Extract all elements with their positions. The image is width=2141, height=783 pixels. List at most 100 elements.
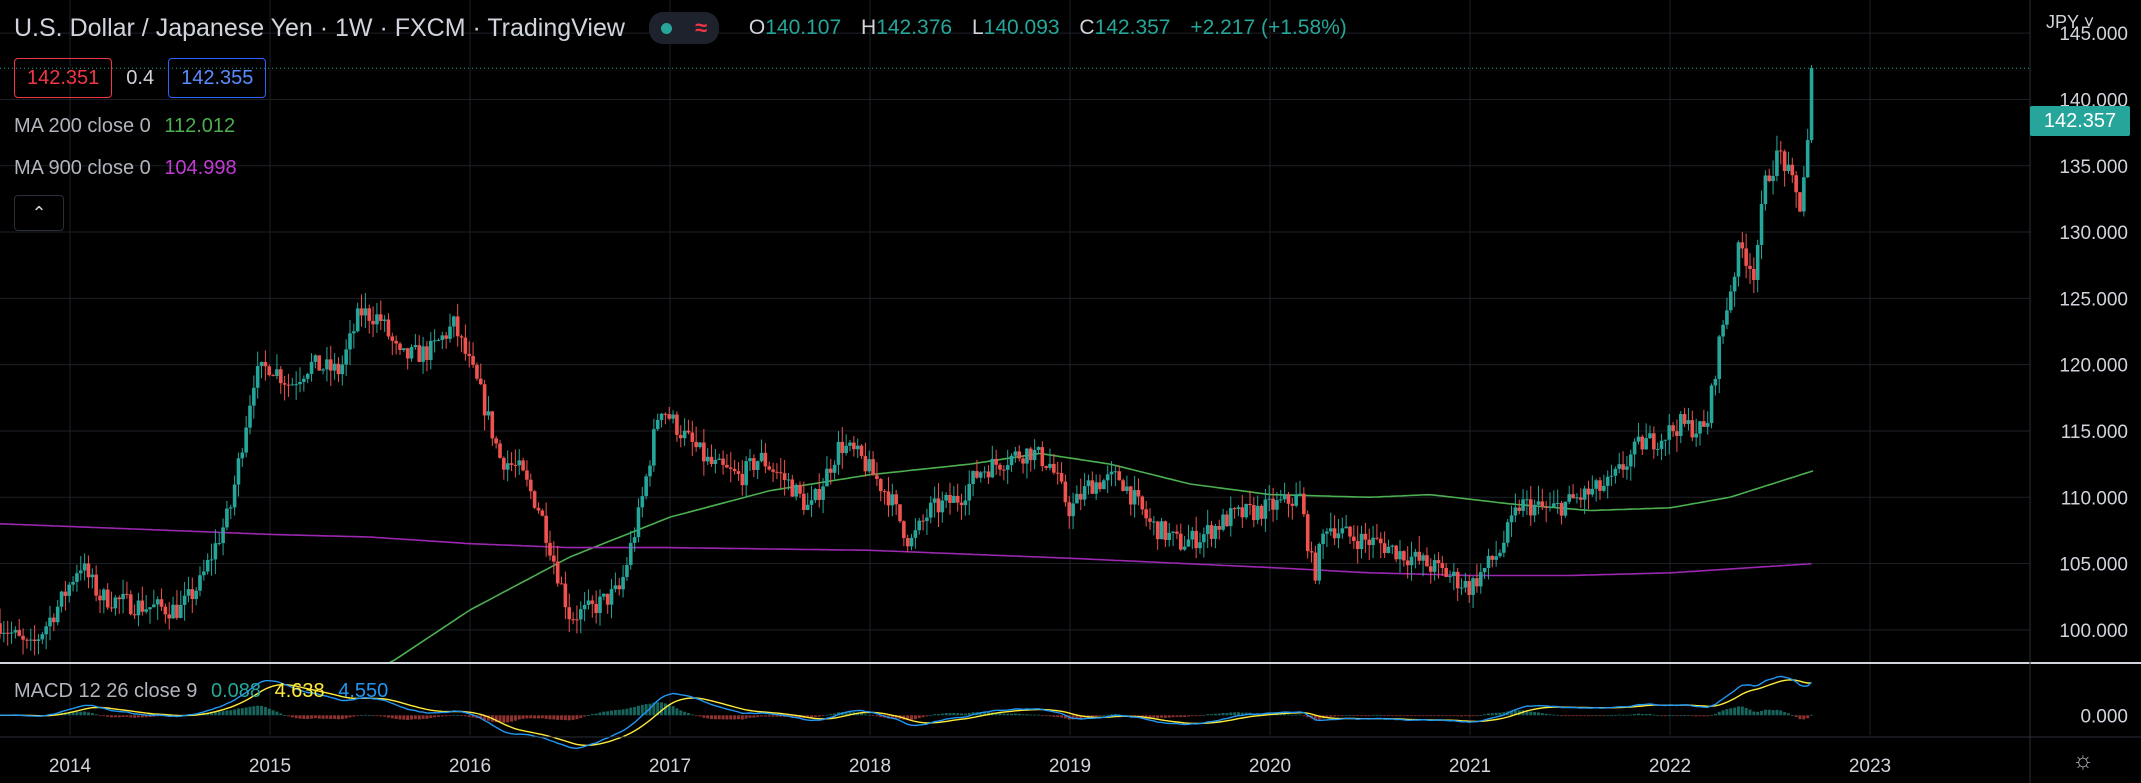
macd-histogram-bar	[1398, 715, 1402, 717]
candle-body	[1336, 533, 1341, 539]
macd-histogram-bar	[633, 706, 637, 716]
macd-histogram-bar	[1621, 714, 1625, 716]
macd-histogram-bar	[1529, 711, 1533, 716]
candle-body	[1521, 499, 1525, 511]
candle-body	[1071, 503, 1075, 517]
macd-histogram-bar	[1040, 715, 1044, 717]
macd-histogram-bar	[386, 715, 390, 718]
candle-body	[1498, 552, 1502, 557]
candle-body	[725, 464, 729, 468]
macd-histogram-bar	[321, 715, 325, 719]
macd-histogram-bar	[1217, 713, 1221, 716]
macd-histogram-bar	[1456, 715, 1460, 717]
candle-body	[1371, 537, 1375, 546]
macd-histogram-bar	[125, 715, 129, 717]
ma200-legend[interactable]: MA 200 close 0 112.012	[14, 115, 236, 137]
candle-body	[478, 378, 483, 385]
candle-body	[1290, 503, 1295, 506]
candle-body	[794, 484, 798, 497]
macd-histogram-bar	[1540, 713, 1544, 716]
macd-histogram-bar	[356, 715, 360, 717]
collapse-legend-button[interactable]: ⌃	[14, 195, 64, 231]
macd-histogram-bar	[1075, 715, 1079, 719]
macd-histogram-bar	[494, 715, 498, 723]
candle-body	[394, 340, 398, 344]
candle-body	[782, 473, 787, 481]
macd-histogram-bar	[1483, 714, 1487, 716]
macd-histogram-bar	[1660, 715, 1664, 717]
candle-body	[5, 632, 10, 634]
candle-body	[963, 500, 968, 506]
candle-body	[755, 461, 760, 470]
macd-histogram-bar	[252, 706, 256, 716]
candle-body	[532, 491, 537, 508]
macd-legend[interactable]: MACD 12 26 close 9 0.088 4.638 4.550	[14, 680, 389, 702]
candle-body	[1575, 497, 1579, 499]
candle-body	[259, 361, 264, 367]
macd-histogram-bar	[1375, 715, 1379, 716]
candle-body	[709, 456, 714, 465]
macd-histogram-bar	[513, 715, 517, 721]
candle-body	[1617, 464, 1622, 469]
candle-body	[86, 563, 91, 578]
symbol-title[interactable]: U.S. Dollar / Japanese Yen · 1W · FXCM ·…	[14, 13, 625, 42]
settings-gear-icon[interactable]: ☼	[2072, 747, 2094, 774]
candle-body	[1036, 447, 1041, 451]
macd-histogram-bar	[436, 715, 440, 717]
macd-histogram-bar	[844, 711, 848, 716]
candle-body	[1028, 448, 1033, 461]
macd-histogram-bar	[1183, 715, 1187, 717]
candle-body	[1132, 490, 1137, 505]
macd-histogram-bar	[1225, 713, 1229, 716]
candle-body	[748, 458, 752, 462]
candle-body	[105, 589, 110, 608]
candle-body	[694, 441, 698, 448]
macd-histogram-bar	[283, 715, 287, 716]
candle-body	[752, 458, 756, 470]
candle-body	[1805, 140, 1810, 178]
macd-histogram-bar	[98, 715, 102, 717]
candle-body	[1305, 514, 1310, 552]
sell-button[interactable]: 142.351	[14, 58, 113, 98]
candle-body	[1286, 494, 1291, 504]
macd-histogram-bar	[1167, 715, 1171, 718]
status-pill[interactable]: ≈	[648, 12, 719, 44]
macd-histogram-bar	[629, 707, 633, 716]
candle-body	[1017, 451, 1022, 459]
macd-histogram-bar	[1494, 712, 1498, 716]
candle-body	[882, 491, 887, 493]
candle-body	[721, 458, 725, 465]
ma900-legend[interactable]: MA 900 close 0 104.998	[14, 157, 237, 179]
candle-body	[1094, 482, 1098, 494]
candle-body	[521, 460, 525, 471]
macd-histogram-bar	[1106, 714, 1110, 716]
macd-histogram-bar	[621, 709, 625, 716]
candle-body	[386, 319, 391, 337]
macd-histogram-bar	[690, 714, 694, 716]
candle-body	[217, 543, 222, 545]
candle-body	[1198, 542, 1202, 549]
macd-histogram-bar	[1344, 715, 1348, 716]
currency-selector[interactable]: JPY ˅	[2046, 12, 2095, 32]
macd-histogram-bar	[1283, 713, 1287, 716]
macd-histogram-bar	[963, 713, 967, 716]
candle-body	[125, 593, 129, 595]
candle-body	[1040, 447, 1045, 467]
candle-body	[863, 456, 868, 472]
candle-body	[1798, 192, 1802, 212]
candle-body	[713, 459, 718, 465]
macd-histogram-bar	[1475, 715, 1479, 717]
candle-body	[1302, 493, 1306, 515]
candle-body	[1405, 560, 1410, 566]
candle-body	[1744, 248, 1748, 266]
candle-body	[1340, 528, 1345, 534]
buy-button[interactable]: 142.355	[168, 58, 267, 98]
macd-histogram-bar	[1029, 714, 1033, 716]
candle-body	[1090, 480, 1095, 494]
change-value: +2.217 (+1.58%)	[1190, 16, 1347, 39]
candle-body	[1417, 551, 1422, 561]
candle-body	[282, 383, 287, 385]
macd-histogram-bar	[1240, 712, 1244, 716]
macd-histogram-bar	[402, 715, 406, 720]
